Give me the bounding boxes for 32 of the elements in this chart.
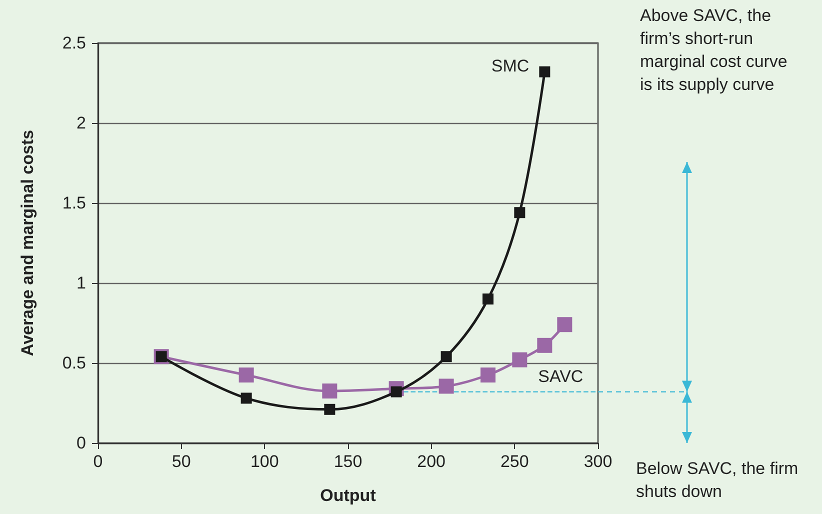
x-tick-label: 250 xyxy=(500,452,529,471)
point xyxy=(539,66,550,78)
x-tick-label: 150 xyxy=(334,452,362,471)
y-tick-label: 2.5 xyxy=(62,34,86,52)
series-label: SAVC xyxy=(538,367,584,386)
text: Above SAVC, the firm’s short-run marginal cost curve is its supply curve xyxy=(640,5,788,96)
point xyxy=(512,352,528,368)
y-tick-label: 2 xyxy=(76,114,86,132)
point xyxy=(322,384,338,398)
y-tick-label: 1 xyxy=(76,274,86,292)
text: Below SAVC, the firm shuts down xyxy=(636,458,800,503)
x-tick-label: 200 xyxy=(417,452,446,471)
y-tick-label: 0 xyxy=(76,434,86,452)
point xyxy=(240,392,252,404)
point xyxy=(324,404,336,415)
point xyxy=(480,368,496,382)
x-tick-label: 0 xyxy=(93,452,103,471)
x-tick-label: 50 xyxy=(172,452,191,471)
y-tick-label: 0.5 xyxy=(62,354,86,372)
x-tick-label: 300 xyxy=(584,452,612,471)
x-tick-label: 100 xyxy=(250,452,279,471)
point xyxy=(514,207,526,218)
point xyxy=(238,368,254,382)
point xyxy=(440,351,452,362)
point xyxy=(482,294,494,304)
x-axis-title: Output xyxy=(320,486,376,505)
point xyxy=(537,338,552,353)
y-tick-label: 1.5 xyxy=(62,194,86,212)
point xyxy=(438,378,454,394)
series-label: SMC xyxy=(491,56,530,76)
y-axis-title: Average and marginal costs xyxy=(18,130,37,356)
point xyxy=(557,317,572,332)
